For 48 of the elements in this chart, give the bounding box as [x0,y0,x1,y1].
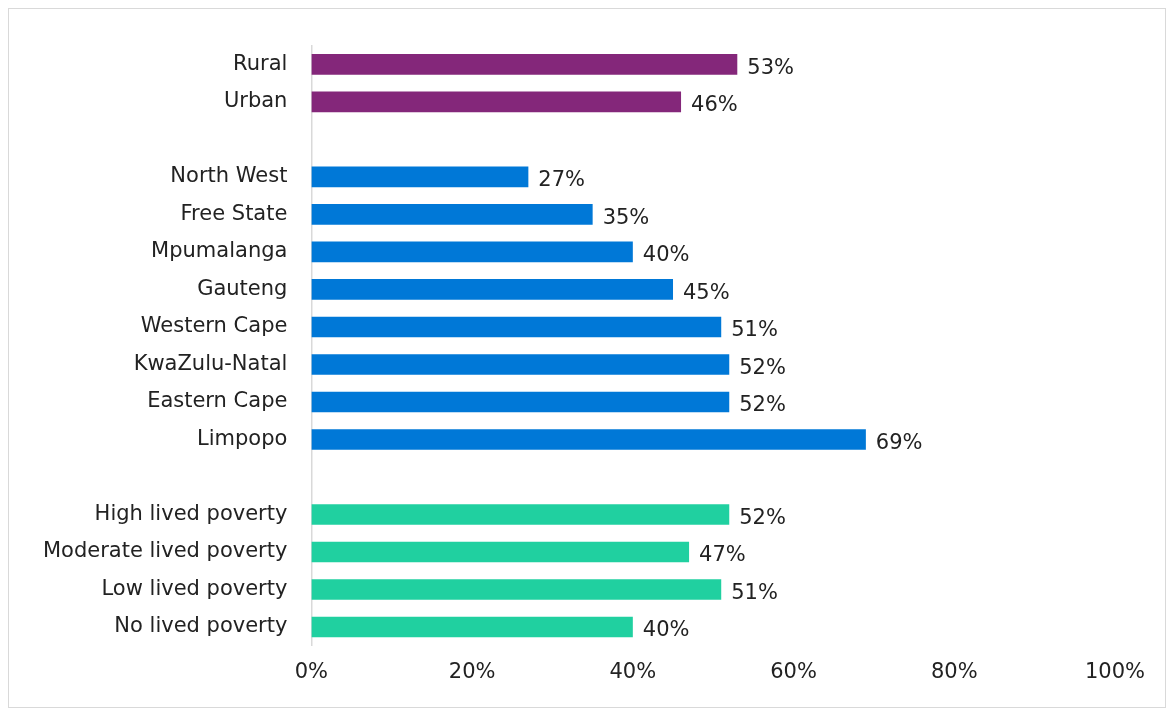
data-label: 51% [731,317,778,342]
y-tick-label: Western Cape [140,313,288,338]
data-label: 52% [739,392,786,417]
bar [311,579,722,600]
data-label: 46% [691,92,738,117]
data-label: 45% [683,279,730,304]
bar [311,241,633,263]
data-label: 53% [747,54,794,79]
bar [311,354,730,375]
bar [311,204,593,225]
bar [311,616,633,638]
y-tick-label: Moderate lived poverty [42,538,288,563]
y-tick-label: Low lived poverty [101,575,288,600]
bar [311,279,674,300]
bar [311,391,730,413]
y-tick-label: Eastern Cape [147,388,288,413]
data-label: 40% [642,617,690,642]
y-tick-label: KwaZulu-Natal [133,350,288,375]
bar [311,541,690,563]
data-label: 52% [739,504,786,529]
data-label: 69% [875,429,923,454]
x-tick-label: 40% [609,658,657,683]
x-tick-label: 100% [1084,658,1146,683]
data-label: 51% [731,579,778,604]
bar [311,54,738,75]
x-tick-label: 80% [930,658,978,683]
bar [311,429,866,450]
bar [311,504,730,525]
y-tick-label: Rural [233,50,288,75]
data-label: 40% [642,242,690,267]
bar [311,316,722,338]
data-label: 35% [602,204,650,229]
x-tick-label: 0% [294,658,329,683]
data-label: 52% [739,354,786,379]
y-tick-label: Mpumalanga [151,238,288,263]
bar [311,166,529,188]
y-tick-label: Gauteng [197,275,288,300]
x-tick-label: 20% [448,658,496,683]
y-tick-label: Limpopo [197,425,288,450]
bar [311,91,682,113]
y-tick-label: Urban [223,88,288,113]
y-tick-label: No lived poverty [114,613,288,638]
y-tick-label: North West [170,163,288,188]
data-label: 27% [538,167,586,192]
x-tick-label: 60% [770,658,817,683]
y-tick-label: High lived poverty [94,500,288,525]
y-tick-label: Free State [180,200,288,225]
data-label: 47% [699,542,746,567]
